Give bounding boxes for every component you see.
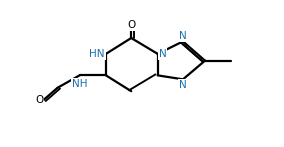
Text: NH: NH [72,79,87,89]
Text: HN: HN [89,49,105,59]
Text: N: N [159,49,166,59]
Text: N: N [179,80,187,90]
Text: O: O [127,20,135,30]
Text: N: N [179,31,187,41]
Text: O: O [35,95,43,105]
